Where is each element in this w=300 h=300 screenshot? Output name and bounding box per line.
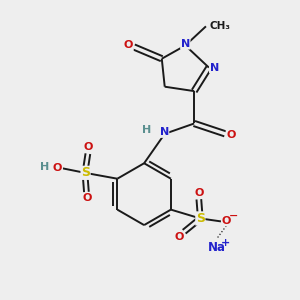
Text: S: S <box>196 212 205 225</box>
Text: O: O <box>82 194 92 203</box>
Text: O: O <box>53 163 62 173</box>
Text: CH₃: CH₃ <box>209 21 230 31</box>
Text: H: H <box>40 162 49 172</box>
Text: O: O <box>226 130 236 140</box>
Text: Na: Na <box>208 241 226 254</box>
Text: O: O <box>194 188 203 198</box>
Text: O: O <box>124 40 133 50</box>
Text: N: N <box>160 127 169 137</box>
Text: −: − <box>229 211 238 221</box>
Text: N: N <box>210 63 219 73</box>
Text: S: S <box>81 166 90 179</box>
Text: O: O <box>174 232 184 242</box>
Text: N: N <box>181 39 190 49</box>
Text: H: H <box>142 125 152 135</box>
Text: O: O <box>222 216 231 226</box>
Text: O: O <box>84 142 93 152</box>
Text: +: + <box>221 238 231 248</box>
